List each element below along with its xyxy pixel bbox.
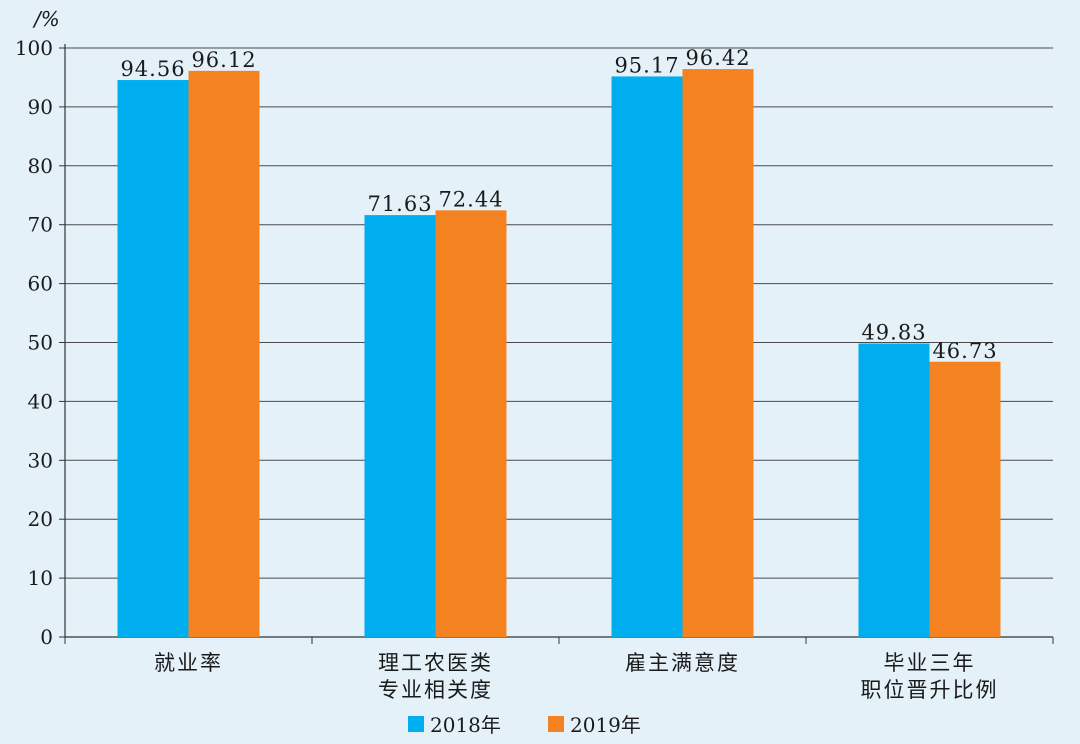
bar (858, 343, 930, 637)
data-label: 94.56 (120, 57, 185, 81)
data-label: 49.83 (861, 321, 926, 345)
y-tick-label: 0 (40, 625, 53, 649)
y-tick-label: 20 (28, 507, 53, 531)
y-tick-label: 10 (28, 566, 53, 590)
category-label: 就业率 (154, 651, 223, 675)
bar (364, 215, 436, 637)
bar (611, 76, 683, 637)
bar (929, 361, 1001, 637)
data-label: 95.17 (614, 53, 679, 77)
y-tick-label: 30 (28, 448, 53, 472)
y-tick-label: 60 (28, 272, 53, 296)
data-label: 71.63 (367, 192, 432, 216)
bars (117, 69, 1001, 638)
y-tick-label: 90 (28, 95, 53, 119)
y-tick-label: 50 (28, 331, 53, 355)
category-label: 职位晋升比例 (861, 678, 999, 702)
bar (188, 70, 260, 637)
legend-label: 2018年 (430, 713, 501, 737)
data-label: 46.73 (932, 339, 997, 363)
category-label: 毕业三年 (884, 651, 976, 675)
legend: 2018年 2019年 (408, 713, 641, 737)
y-tick-label: 100 (15, 36, 53, 60)
y-axis-unit: /% (32, 7, 60, 31)
data-label: 96.12 (191, 48, 256, 72)
y-tick-label: 70 (28, 213, 53, 237)
category-label: 专业相关度 (378, 678, 493, 702)
legend-swatch (408, 716, 424, 732)
legend-swatch (548, 716, 564, 732)
legend-label: 2019年 (570, 713, 641, 737)
category-label: 理工农医类 (378, 651, 493, 675)
data-label: 96.42 (685, 46, 750, 70)
data-label: 72.44 (438, 187, 503, 211)
category-label: 雇主满意度 (625, 651, 740, 675)
bar (435, 210, 507, 637)
y-tick-label: 80 (28, 154, 53, 178)
bar (682, 69, 754, 638)
y-tick-label: 40 (28, 389, 53, 413)
bar (117, 80, 189, 637)
